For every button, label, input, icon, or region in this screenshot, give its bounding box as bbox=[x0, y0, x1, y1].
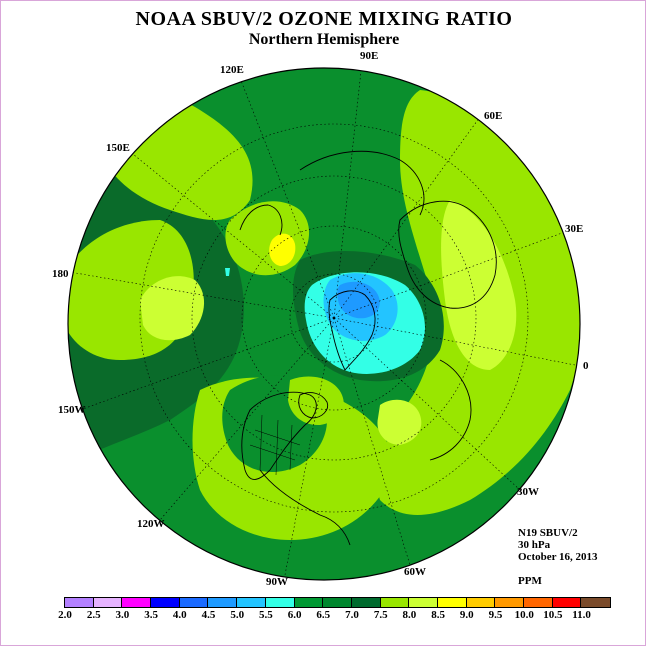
colorbar-tick-label: 6.5 bbox=[316, 609, 331, 621]
map-boundary bbox=[67, 67, 581, 581]
colorbar-tick-label: 4.0 bbox=[172, 609, 187, 621]
meridian-120w bbox=[159, 317, 335, 521]
lon-label-120w: 120W bbox=[137, 518, 165, 530]
hudson-bay-coast bbox=[298, 392, 329, 419]
colorbar-tick-label: 3.5 bbox=[144, 609, 158, 621]
pressure-level-label: 30 hPa bbox=[518, 539, 551, 551]
colorbar-tick-label: 9.5 bbox=[488, 609, 503, 621]
units-label: PPM bbox=[518, 575, 542, 587]
state-borders bbox=[249, 414, 301, 476]
map-title: NOAA SBUV/2 OZONE MIXING RATIO bbox=[135, 8, 513, 30]
colorbar-tick-label: 8.5 bbox=[431, 609, 445, 621]
field-5-5-patch bbox=[225, 268, 230, 276]
lon-label-90e: 90E bbox=[360, 50, 379, 62]
lat-circle-50 bbox=[139, 123, 529, 513]
colorbar-tick-label: 3.0 bbox=[115, 609, 130, 621]
colorbar-tick-label: 7.0 bbox=[345, 609, 359, 621]
colorbar-tick-label: 2.5 bbox=[86, 609, 101, 621]
europe-coast bbox=[398, 200, 497, 309]
ozone-field bbox=[68, 68, 580, 580]
meridian-150e bbox=[127, 149, 335, 319]
colorbar-tick-label: 6.0 bbox=[287, 609, 302, 621]
meridian-120e bbox=[239, 77, 335, 319]
colorbar-tick-label: 10.0 bbox=[514, 609, 534, 621]
lat-circle-70 bbox=[241, 225, 427, 411]
colorbar-swatch bbox=[93, 598, 123, 607]
colorbar-swatch bbox=[524, 598, 553, 607]
colorbar-swatch bbox=[552, 598, 582, 607]
date-label: October 16, 2013 bbox=[518, 551, 598, 563]
lon-label-150w: 150W bbox=[58, 404, 86, 416]
colorbar-swatch bbox=[437, 598, 467, 607]
colorbar-tick-label: 8.0 bbox=[402, 609, 417, 621]
colorbar-swatch bbox=[237, 598, 266, 607]
colorbar-tick-label: 10.5 bbox=[543, 609, 563, 621]
colorbar-swatch bbox=[409, 598, 438, 607]
colorbar-tick-label: 5.0 bbox=[230, 609, 245, 621]
colorbar-swatch bbox=[351, 598, 381, 607]
colorbar-swatch bbox=[65, 598, 94, 607]
greenland-coast bbox=[328, 290, 376, 371]
colorbar-swatch bbox=[179, 598, 209, 607]
colorbar-tick-label: 2.0 bbox=[58, 609, 72, 621]
colorbar-swatch bbox=[581, 598, 611, 607]
colorbar-tick-label: 5.5 bbox=[259, 609, 273, 621]
field-8-0-west bbox=[140, 276, 205, 341]
colorbar-tick-labels: 2.0 2.5 3.0 3.5 4.0 4.5 5.0 5.5 6.0 6.5 7.0 7.5 8.0 8… bbox=[0, 609, 648, 623]
colorbar-swatch bbox=[151, 598, 180, 607]
map-subtitle: Northern Hemisphere bbox=[248, 31, 400, 48]
meridian-150w bbox=[79, 317, 335, 411]
lat-circle-80 bbox=[289, 273, 379, 363]
lon-label-30w: 30W bbox=[517, 486, 539, 498]
colorbar-swatch bbox=[466, 598, 496, 607]
chukotka-coast bbox=[239, 204, 283, 236]
meridian-60e bbox=[333, 109, 486, 319]
graticule bbox=[69, 68, 580, 576]
africa-coast bbox=[429, 359, 472, 461]
us-state-lines bbox=[249, 414, 301, 476]
lon-label-0: 0 bbox=[583, 360, 589, 372]
colorbar-tick-label: 11.0 bbox=[572, 609, 591, 621]
colorbar-swatch bbox=[380, 598, 410, 607]
north-america-coast bbox=[241, 391, 317, 480]
lat-circle-60 bbox=[191, 175, 477, 461]
colorbar-tick-label: 9.0 bbox=[459, 609, 474, 621]
meridian-60w bbox=[333, 317, 411, 566]
field-8-0-south bbox=[377, 399, 422, 445]
satellite-label: N19 SBUV/2 bbox=[518, 527, 578, 539]
lon-label-60w: 60W bbox=[404, 566, 426, 578]
lon-label-60e: 60E bbox=[484, 110, 503, 122]
lon-label-90w: 90W bbox=[266, 576, 288, 588]
field-8-5 bbox=[269, 233, 296, 266]
meridian-90e bbox=[333, 68, 363, 319]
lon-label-30e: 30E bbox=[565, 223, 584, 235]
meridian-180 bbox=[69, 271, 335, 319]
field-8-0-east bbox=[441, 200, 517, 370]
central-america-coast bbox=[259, 469, 351, 546]
lon-label-150e: 150E bbox=[106, 142, 130, 154]
colorbar bbox=[64, 597, 612, 608]
colorbar-swatch bbox=[495, 598, 524, 607]
lon-label-120e: 120E bbox=[220, 64, 244, 76]
colorbar-swatch bbox=[323, 598, 352, 607]
meridian-0 bbox=[333, 317, 580, 367]
colorbar-tick-label: 4.5 bbox=[201, 609, 216, 621]
lon-label-180: 180 bbox=[52, 268, 69, 280]
colorbar-swatch bbox=[294, 598, 324, 607]
colorbar-swatch bbox=[265, 598, 295, 607]
colorbar-swatch bbox=[208, 598, 238, 607]
colorbar-swatch bbox=[122, 598, 152, 607]
colorbar-tick-label: 7.5 bbox=[373, 609, 388, 621]
